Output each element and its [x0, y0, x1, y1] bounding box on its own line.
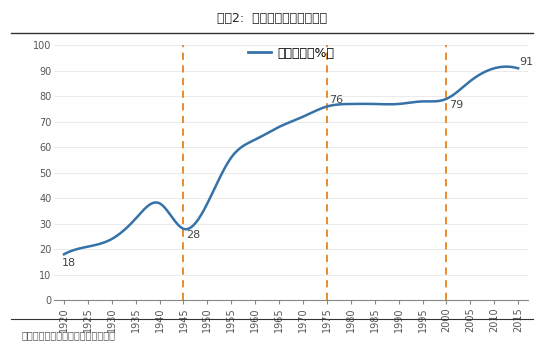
Text: 资料来源：日本统计局，恒大研究院: 资料来源：日本统计局，恒大研究院 — [22, 330, 116, 340]
Text: 图表2:  日本城市化的四个阶段: 图表2: 日本城市化的四个阶段 — [217, 12, 327, 25]
Text: 76: 76 — [329, 95, 343, 105]
Text: 18: 18 — [61, 258, 76, 268]
Text: 91: 91 — [520, 57, 534, 67]
Text: 28: 28 — [186, 230, 200, 240]
Legend: 城市化率（%）: 城市化率（%） — [248, 46, 334, 60]
Text: 79: 79 — [449, 100, 463, 110]
